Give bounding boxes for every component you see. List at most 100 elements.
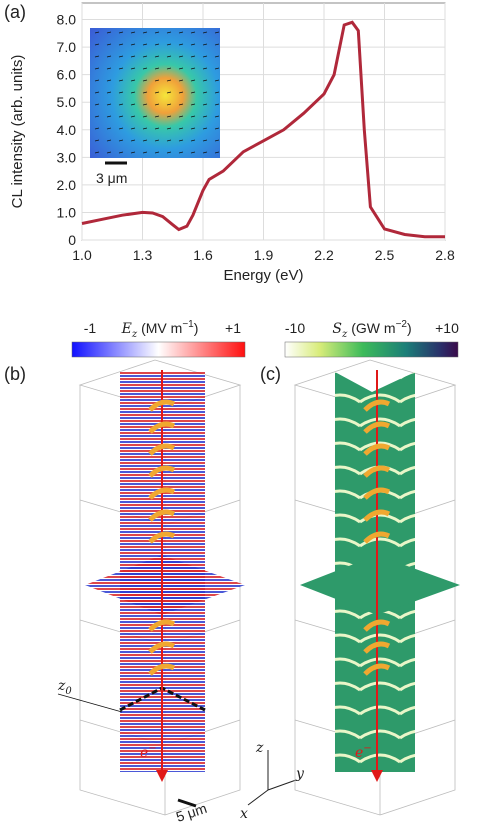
inset-arrow [154,115,160,118]
inset-arrow [94,43,100,46]
inset-arrow [178,103,184,106]
inset-arrow [190,127,196,130]
inset-arrow [130,103,136,106]
y-tick-label: 1.0 [57,204,77,220]
arrowhead [156,770,168,782]
inset-arrow [106,43,112,46]
inset-arrow [106,103,112,106]
inset-arrow [118,151,124,154]
panel-label: (c) [260,364,281,384]
inset-arrow [214,79,220,82]
y-tick-label: 0 [68,232,76,248]
inset-arrow [166,103,172,106]
unit-close: ) [194,320,199,336]
inset-arrow [154,55,160,58]
inset-arrow [94,103,100,106]
inset-arrow [214,127,220,130]
y-tick-label: 6.0 [57,67,77,83]
e: e [140,745,148,761]
inset-arrow [178,43,184,46]
inset-arrow [142,55,148,58]
axis-triad [247,750,297,806]
colorbar [284,341,459,358]
inset-arrow [154,43,160,46]
inset-arrow [94,151,100,154]
inset-arrow [118,43,124,46]
inset-arrow [190,115,196,118]
z0-pointer [57,693,123,713]
inset-arrow [106,31,112,34]
x-axis-label: Energy (eV) [223,267,303,284]
inset-arrow [154,31,160,34]
inset-arrow [130,127,136,130]
inset-arrow [106,91,112,94]
inset-arrow [178,31,184,34]
y-axis-label: CL intensity (arb. units) [9,55,26,209]
inset-arrow [130,79,136,82]
inset-arrow [214,31,220,34]
inset-arrow [214,91,220,94]
symbol: S [332,321,342,337]
inset-arrow [202,103,208,106]
e-sup: − [148,743,156,754]
x-tick-label: 1.0 [72,247,92,263]
inset-arrow [190,91,196,94]
inset-arrow [142,127,148,130]
symbol: E [121,321,132,337]
inset-arrow [118,79,124,82]
helix [148,399,176,676]
inset-arrow [118,103,124,106]
inset-arrow [166,43,172,46]
inset-arrow [214,115,220,118]
inset-arrow [202,91,208,94]
inset-arrow [178,151,184,154]
inset-arrow [94,31,100,34]
inset-arrow [202,127,208,130]
colorbar-min: -10 [285,320,305,336]
inset-arrow [154,103,160,106]
unit-exp: −2 [396,319,408,330]
inset-arrow [106,139,112,142]
e-sup: − [363,743,371,754]
inset-arrow [106,67,112,70]
inset-arrow [190,67,196,70]
unit-close: ) [407,320,412,336]
inset-arrow [202,67,208,70]
inset-arrow [202,151,208,154]
inset-arrow [142,139,148,142]
panel-label: (b) [4,364,26,384]
inset-arrow [118,67,124,70]
inset-arrow [154,79,160,82]
scale-label: 5 μm [174,800,209,825]
inset-arrow [178,55,184,58]
colorbar-max: +1 [225,320,241,336]
z: z [57,678,66,694]
inset-arrow [166,79,172,82]
inset-arrow [142,115,148,118]
inset-arrow [166,139,172,142]
inset-arrow [214,139,220,142]
axis-z: z [255,740,264,756]
inset-arrow [214,67,220,70]
y-tick-label: 4.0 [57,122,77,138]
e: e [355,745,363,761]
inset-arrow [94,115,100,118]
x-tick-label: 1.6 [193,247,213,263]
inset-arrow [166,151,172,154]
inset-arrow [130,55,136,58]
y-tick-label: 3.0 [57,149,77,165]
inset-arrow [94,91,100,94]
inset-arrow [190,31,196,34]
inset-arrow [118,139,124,142]
inset-arrow [154,151,160,154]
chart-a: 01.02.03.04.05.06.07.08.01.0 1.3 1.6 1.9 2.2… [4,2,455,284]
inset-arrow [130,91,136,94]
flux-plane [300,555,460,615]
field-plane [85,555,245,615]
inset-arrow [106,127,112,130]
inset-arrow [142,79,148,82]
unit-exp: −1 [182,319,194,330]
inset-arrow [214,55,220,58]
x-tick-label: 2.2 [314,247,334,263]
